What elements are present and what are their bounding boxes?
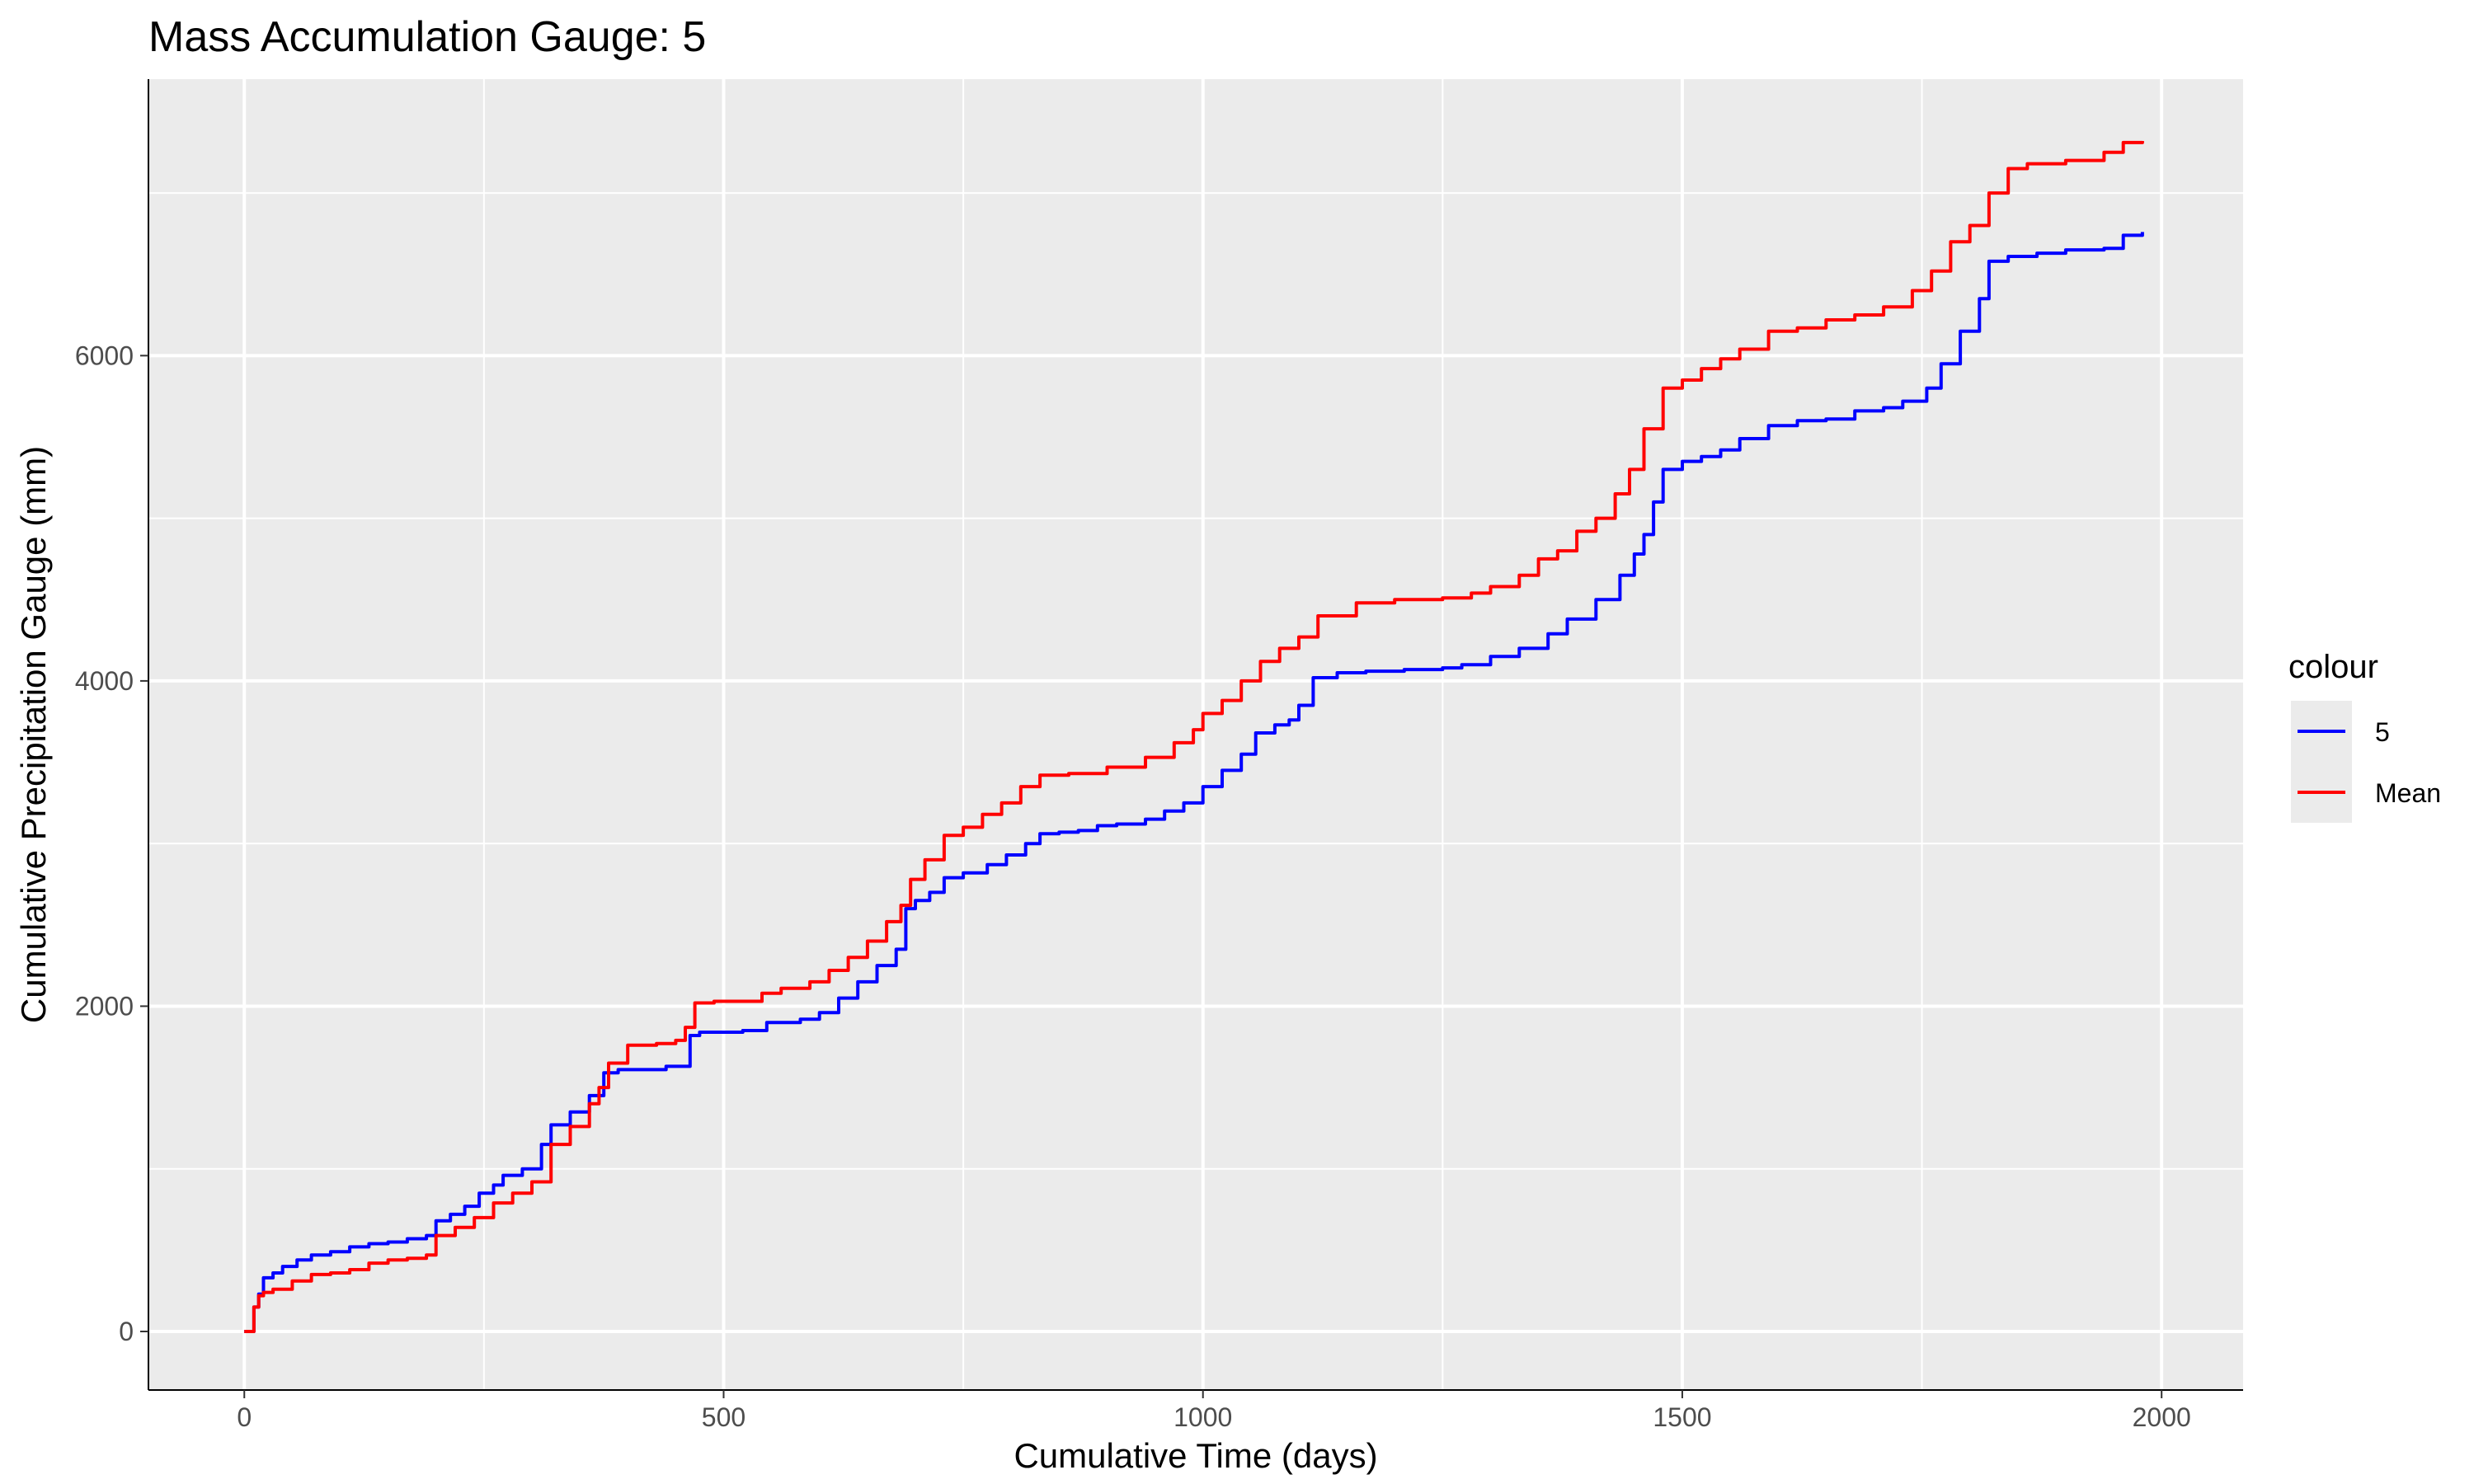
legend-label: Mean — [2375, 778, 2441, 808]
x-axis-title: Cumulative Time (days) — [1014, 1436, 1377, 1475]
x-tick-label: 2000 — [2133, 1402, 2191, 1432]
x-tick-label: 500 — [702, 1402, 745, 1432]
series-line-mean — [244, 140, 2144, 1333]
y-axis-ticks: 0 2000 4000 6000 — [75, 340, 148, 1346]
x-tick-label: 0 — [237, 1402, 252, 1432]
series-line-5 — [244, 232, 2144, 1333]
x-tick-label: 1000 — [1174, 1402, 1232, 1432]
plot-panel — [148, 79, 2243, 1390]
chart-title: Mass Accumulation Gauge: 5 — [148, 13, 706, 61]
y-tick-label: 2000 — [75, 991, 134, 1021]
x-axis-ticks: 0 500 1000 1500 2000 — [237, 1390, 2191, 1432]
major-grid — [148, 79, 2243, 1390]
legend-items: 5 Mean — [2291, 701, 2441, 823]
y-axis-title: Cumulative Precipitation Gauge (mm) — [14, 446, 53, 1023]
series-layer — [244, 140, 2144, 1333]
minor-grid — [148, 79, 2243, 1390]
x-tick-label: 1500 — [1653, 1402, 1711, 1432]
axis-lines — [148, 79, 2243, 1391]
legend-title: colour — [2288, 649, 2378, 685]
y-tick-label: 6000 — [75, 340, 134, 370]
legend: colour 5 Mean — [2288, 649, 2441, 823]
y-tick-label: 0 — [119, 1317, 134, 1346]
legend-label: 5 — [2375, 717, 2390, 747]
y-tick-label: 4000 — [75, 666, 134, 696]
